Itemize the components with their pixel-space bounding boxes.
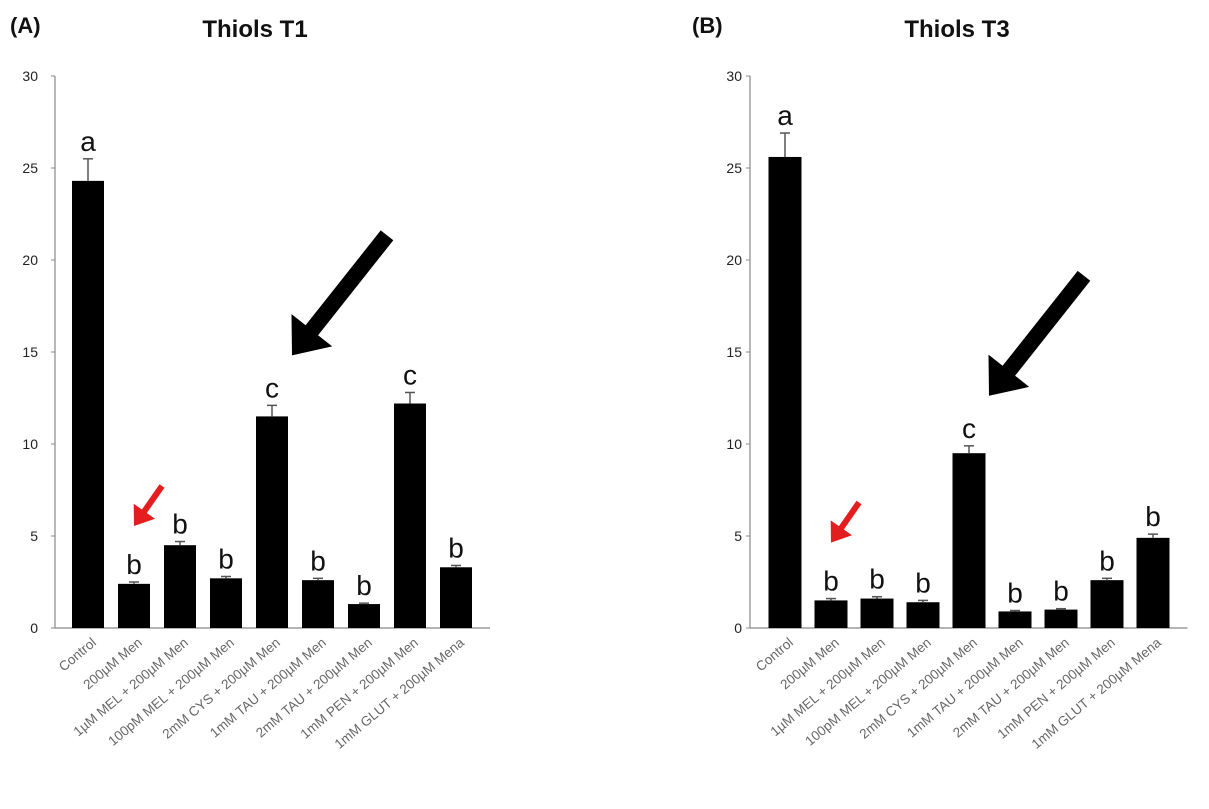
panel-a-bar bbox=[256, 416, 288, 628]
panel-a-significance-letter: b bbox=[126, 549, 142, 580]
panel-b-significance-letter: b bbox=[1053, 576, 1069, 607]
panel-b-bar bbox=[998, 611, 1032, 628]
panel-a-large-arrow bbox=[291, 230, 394, 356]
panel-b-bar bbox=[1136, 537, 1170, 628]
panel-a-ytick-label: 0 bbox=[30, 620, 38, 636]
panel-b-bar bbox=[768, 156, 802, 628]
panel-b-bar bbox=[814, 600, 848, 628]
panel-b-large-arrow bbox=[988, 270, 1091, 396]
panel-a-significance-letter: c bbox=[265, 372, 279, 403]
panel-a-significance-letter: c bbox=[403, 359, 417, 390]
panel-a-ytick-label: 25 bbox=[22, 160, 38, 176]
panel-b-ytick-label: 25 bbox=[726, 160, 742, 176]
panel-b-bar bbox=[1090, 580, 1124, 628]
panel-b-bar bbox=[860, 598, 894, 628]
panel-a-ytick-label: 30 bbox=[22, 68, 38, 84]
panel-b-small-arrow bbox=[830, 500, 862, 543]
panel-a-significance-letter: b bbox=[356, 570, 372, 601]
panel-a-significance-letter: b bbox=[218, 543, 234, 574]
panel-a-tag: (A) bbox=[10, 13, 41, 38]
panel-b-significance-letter: b bbox=[869, 564, 885, 595]
panel-a-title: Thiols T1 bbox=[202, 16, 307, 43]
panel-a-bar bbox=[72, 180, 104, 628]
panel-a-bar bbox=[348, 604, 380, 628]
panel-b-bar bbox=[952, 453, 986, 628]
panel-b-significance-letter: c bbox=[962, 413, 976, 444]
panel-a-ytick-label: 15 bbox=[22, 344, 38, 360]
panel-a-bar bbox=[118, 583, 150, 628]
panel-b-title: Thiols T3 bbox=[904, 16, 1009, 43]
panel-b-ytick-label: 30 bbox=[726, 68, 742, 84]
panel-b-significance-letter: b bbox=[915, 567, 931, 598]
panel-a-bar bbox=[210, 578, 242, 628]
panel-a-significance-letter: b bbox=[172, 509, 188, 540]
panel-a-ytick-label: 10 bbox=[22, 436, 38, 452]
panel-b: (B) Thiols T3 051015202530aControlb200µM… bbox=[692, 13, 1188, 752]
panel-a-ytick-label: 5 bbox=[30, 528, 38, 544]
panel-b-significance-letter: b bbox=[823, 566, 839, 597]
panel-a-bar bbox=[164, 545, 196, 628]
panel-b-significance-letter: b bbox=[1099, 545, 1115, 576]
panel-a-small-arrow bbox=[133, 484, 165, 526]
panel-b-tag: (B) bbox=[692, 13, 723, 38]
panel-b-ytick-label: 20 bbox=[726, 252, 742, 268]
panel-b-ytick-label: 15 bbox=[726, 344, 742, 360]
panel-a: (A) Thiols T1 051015202530aControlb200µM… bbox=[10, 13, 490, 752]
panel-a-ytick-label: 20 bbox=[22, 252, 38, 268]
panel-a-significance-letter: b bbox=[310, 545, 326, 576]
panel-b-significance-letter: a bbox=[777, 100, 793, 131]
panel-b-bar bbox=[1044, 609, 1078, 628]
panel-b-category-label: Control bbox=[753, 635, 796, 674]
panel-b-bar bbox=[906, 602, 940, 628]
panel-b-ytick-label: 5 bbox=[734, 528, 742, 544]
panel-a-bar bbox=[394, 403, 426, 628]
panel-a-bar bbox=[440, 567, 472, 628]
panel-a-category-label: Control bbox=[56, 635, 99, 674]
panel-a-significance-letter: b bbox=[448, 532, 464, 563]
panel-b-significance-letter: b bbox=[1145, 501, 1161, 532]
panel-a-bar bbox=[302, 580, 334, 628]
panel-a-significance-letter: a bbox=[80, 126, 96, 157]
panel-b-significance-letter: b bbox=[1007, 578, 1023, 609]
panel-b-ytick-label: 0 bbox=[734, 620, 742, 636]
panel-b-ytick-label: 10 bbox=[726, 436, 742, 452]
